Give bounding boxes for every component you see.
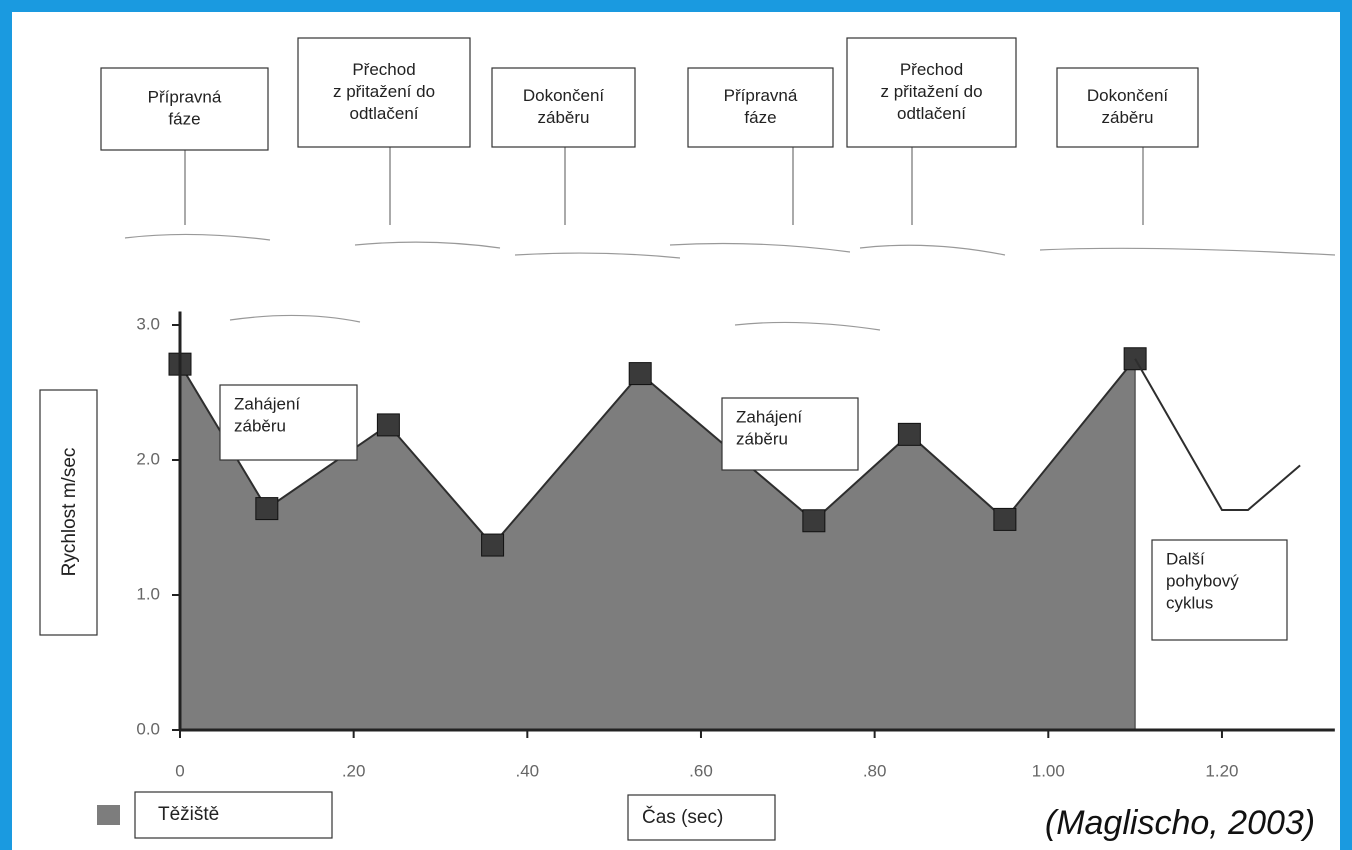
annotation-text: Další [1166,549,1205,568]
x-tick-label: .20 [342,761,366,780]
marker [898,423,920,445]
marker [482,534,504,556]
y-tick-label: 0.0 [136,719,160,738]
annotation-text: fáze [168,109,200,128]
annotation-text: Dokončení [1087,86,1169,105]
annotation-text: z přitažení do [333,82,435,101]
y-label: Rychlost m/sec [59,448,80,577]
x-tick-label: 0 [175,761,184,780]
annotation-text: Zahájení [736,407,802,426]
y-tick-label: 2.0 [136,449,160,468]
annotation-text: Přechod [900,60,963,79]
annotation-text: fáze [744,108,776,127]
legend-label: Těžiště [158,804,219,825]
annotation-text: odtlačení [350,104,419,123]
marker [377,414,399,436]
legend-swatch [97,805,120,825]
marker [256,498,278,520]
marker [629,363,651,385]
annotation-text: pohybový [1166,571,1239,590]
annotation-text: záběru [234,416,286,435]
x-tick-label: .40 [515,761,539,780]
x-tick-label: .80 [863,761,887,780]
annotation-text: záběru [736,429,788,448]
marker [803,510,825,532]
x-tick-label: 1.00 [1032,761,1065,780]
chart: (Maglischo, 2003) 0.0 1.0 2.0 3.0 0 .20 .40 .60… [0,0,1352,850]
annotation-text: záběru [1102,108,1154,127]
x-label: Čas (sec) [642,806,723,828]
y-tick-label: 3.0 [136,314,160,333]
marker [994,508,1016,530]
annotation-text: Přechod [352,60,415,79]
annotation-text: Přípravná [724,86,798,105]
annotation-text: záběru [538,108,590,127]
annotation-text: cyklus [1166,593,1213,612]
x-tick-label: .60 [689,761,713,780]
annotation-text: Dokončení [523,86,605,105]
source: (Maglischo, 2003) [1045,804,1315,842]
annotation-text: z přitažení do [880,82,982,101]
annotation-text: odtlačení [897,104,966,123]
y-tick-label: 1.0 [136,584,160,603]
annotation-text: Přípravná [148,87,222,106]
annotation-text: Zahájení [234,394,300,413]
x-tick-label: 1.20 [1205,761,1238,780]
